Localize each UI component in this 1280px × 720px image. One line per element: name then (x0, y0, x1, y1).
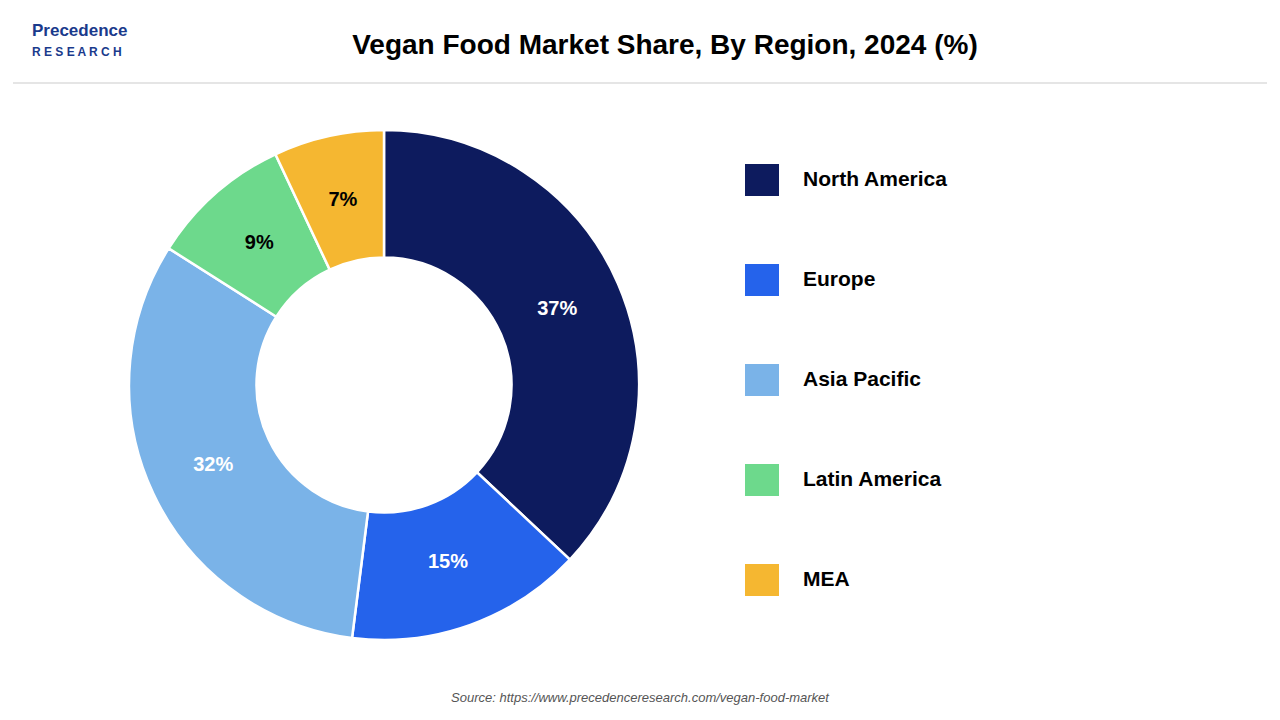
legend-label: North America (803, 167, 947, 190)
data-label: 32% (193, 453, 233, 475)
legend-swatch (745, 464, 779, 496)
legend-item: MEA (745, 564, 850, 596)
legend-item: Europe (745, 264, 875, 296)
logo-text: Precedence (32, 21, 127, 40)
legend-label: MEA (803, 567, 850, 590)
data-label: 9% (245, 231, 274, 253)
legend-label: Europe (803, 267, 875, 290)
data-label: 15% (428, 550, 468, 572)
legend-label: Asia Pacific (803, 367, 921, 390)
legend-swatch (745, 264, 779, 296)
title: Vegan Food Market Share, By Region, 2024… (352, 29, 978, 60)
donut-slice (384, 130, 639, 560)
chart: Precedence R E S E A R C H Vegan Food Mark… (0, 0, 1280, 720)
donut (129, 130, 639, 640)
legend-swatch (745, 164, 779, 196)
donut-slice (352, 472, 570, 640)
donut-slice (275, 130, 384, 270)
data-label: 7% (328, 188, 357, 210)
legend: North America Europe Asia Pacific Latin Ame… (745, 164, 947, 596)
legend-swatch (745, 564, 779, 596)
legend-item: North America (745, 164, 947, 196)
legend-item: Asia Pacific (745, 364, 921, 396)
logo-subtext: R E S E A R C H (32, 45, 122, 59)
header-rule (13, 82, 1267, 83)
data-labels: 37% 15% 32% 9% 7% (193, 188, 577, 572)
legend-swatch (745, 364, 779, 396)
data-label: 37% (537, 297, 577, 319)
legend-item: Latin America (745, 464, 941, 496)
legend-label: Latin America (803, 467, 941, 490)
source-text: Source: https://www.precedenceresearch.c… (451, 690, 830, 705)
donut-slice (129, 248, 368, 638)
